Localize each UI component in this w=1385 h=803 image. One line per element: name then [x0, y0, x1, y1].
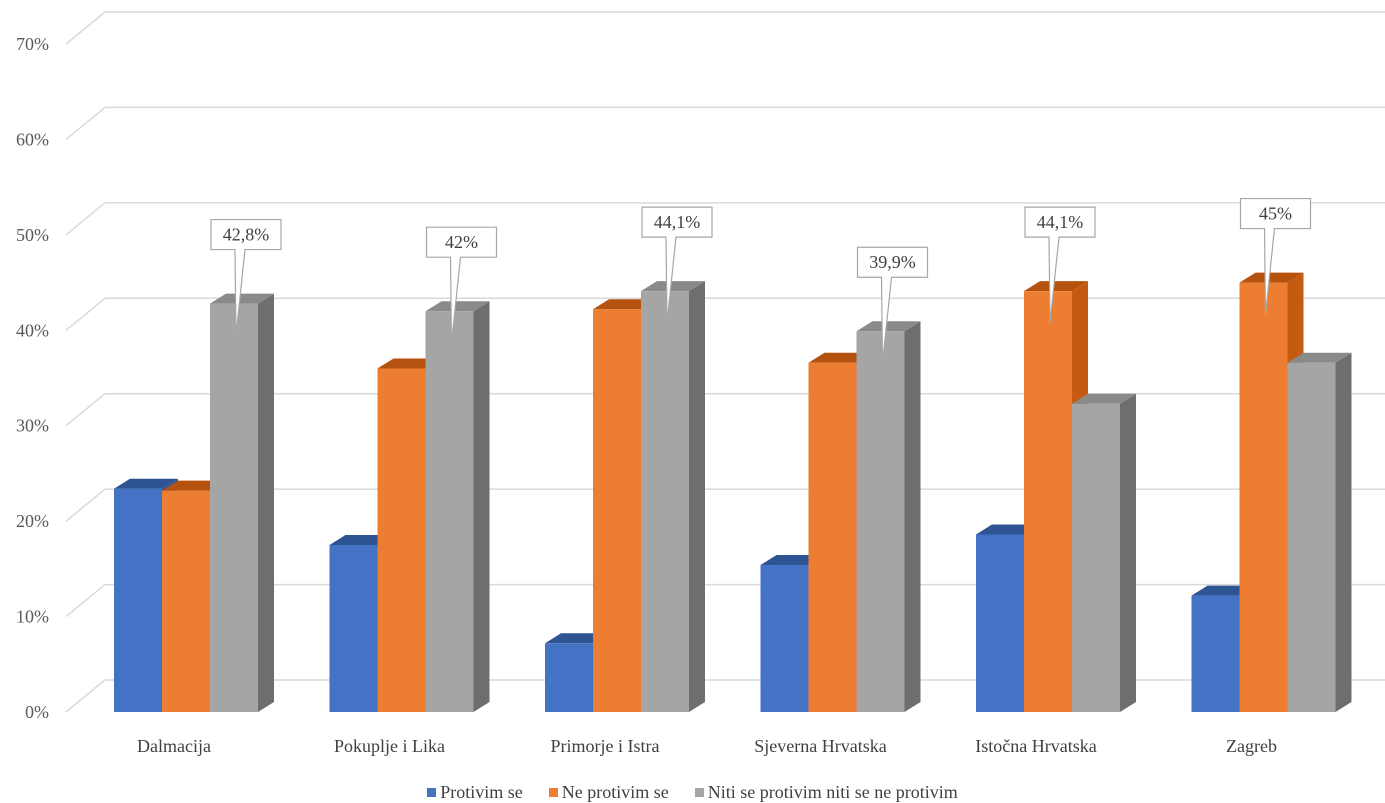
bar-front [114, 488, 162, 712]
callout-box [1239, 197, 1312, 315]
legend-swatch [427, 787, 437, 797]
data-label-callout: 39,9% [856, 246, 929, 364]
callout-box [641, 206, 713, 324]
bar-side [689, 281, 705, 712]
data-label: 42% [445, 232, 478, 252]
bar-niti [425, 301, 490, 712]
x-axis-labels: Dalmacija Pokuplje i Lika Primorje i Istra… [137, 736, 1277, 756]
bar-front [1072, 403, 1120, 712]
data-label-callouts: 42,8% 42% 44,1% 39,9% 44,1% 45% [210, 197, 1312, 364]
y-tick-label: 40% [16, 320, 49, 340]
data-label: 45% [1259, 204, 1292, 224]
legend: Protivim se Ne protivim se Niti se proti… [0, 781, 1385, 803]
x-tick-label: Zagreb [1226, 736, 1277, 756]
y-tick-label: 60% [16, 129, 49, 149]
data-label-callout: 44,1% [641, 206, 713, 324]
legend-item-protivim: Protivim se [427, 782, 523, 803]
y-tick-label: 70% [16, 34, 49, 54]
bar-niti [1072, 393, 1136, 712]
x-tick-label: Dalmacija [137, 736, 211, 756]
bar-top [1072, 393, 1136, 404]
data-label-callout: 42% [425, 226, 498, 344]
x-tick-label: Pokuplje i Lika [334, 736, 445, 756]
callout-box [210, 218, 282, 336]
x-tick-label: Istočna Hrvatska [975, 736, 1096, 756]
bar-top [641, 281, 705, 292]
bar-side [904, 321, 921, 712]
bar-niti [856, 321, 921, 712]
bar-front [1024, 291, 1072, 712]
bar-top [1239, 272, 1304, 283]
legend-item-ne-protivim: Ne protivim se [548, 781, 669, 803]
data-label: 42,8% [223, 225, 270, 245]
gridline-slant [65, 583, 106, 618]
legend-label: Protivim se [440, 781, 523, 802]
bar-front [1191, 595, 1240, 712]
gridlines [65, 11, 1385, 713]
gridline-slant [65, 488, 106, 522]
y-axis-ticks: 0% 10% 20% 30% 40% 50% 60% 70% [16, 34, 49, 722]
bars [114, 272, 1352, 712]
bar-front [425, 311, 474, 712]
data-label: 39,9% [869, 252, 916, 272]
bar-side [258, 293, 274, 712]
bar-front [377, 368, 426, 712]
bar-top [210, 293, 274, 304]
bar-front [329, 545, 378, 712]
legend-swatch [548, 787, 558, 797]
bar-front [210, 303, 258, 712]
callout-box [1024, 206, 1096, 324]
x-tick-label: Sjeverna Hrvatska [754, 736, 886, 756]
bar-top [114, 478, 178, 489]
y-tick-label: 0% [25, 702, 49, 722]
bar-top [425, 301, 490, 312]
bar-niti [1287, 352, 1352, 712]
bar-front [760, 565, 809, 712]
data-label-callout: 45% [1239, 197, 1312, 315]
y-tick-label: 20% [16, 511, 49, 531]
bar-top [856, 321, 921, 332]
bar-front [545, 643, 593, 712]
bar-front [976, 534, 1024, 712]
data-label-callout: 44,1% [1024, 206, 1096, 324]
gridline-slant [65, 297, 106, 331]
data-label: 44,1% [1037, 212, 1084, 232]
legend-label: Niti se protivim niti se ne protivim [707, 781, 958, 802]
bar-top [1287, 352, 1352, 363]
bar-front [162, 490, 210, 712]
gridline-slant [65, 106, 106, 141]
legend-swatch [694, 787, 704, 797]
bar-side [1335, 352, 1352, 712]
bar-niti [210, 293, 274, 712]
bar-side [473, 301, 490, 712]
bar-niti [641, 281, 705, 712]
y-tick-label: 10% [16, 607, 49, 627]
bar-front [641, 291, 689, 712]
y-tick-label: 50% [16, 225, 49, 245]
bar-front [856, 331, 905, 712]
bar-front [1287, 362, 1336, 712]
gridline-slant [65, 393, 106, 427]
data-label: 44,1% [654, 212, 701, 232]
gridline-slant [65, 202, 106, 236]
bar-top [1024, 281, 1088, 292]
callout-box [425, 226, 498, 344]
bar-side [1120, 393, 1136, 712]
legend-label: Ne protivim se [561, 781, 669, 802]
gridline-slant [65, 679, 106, 713]
callout-box [856, 246, 929, 364]
legend-item-niti: Niti se protivim niti se ne protivim [694, 781, 958, 803]
data-label-callout: 42,8% [210, 218, 282, 336]
x-tick-label: Primorje i Istra [551, 736, 660, 756]
gridline-slant [65, 11, 106, 45]
bar-front [593, 309, 641, 712]
bar-front [1239, 282, 1288, 712]
y-tick-label: 30% [16, 416, 49, 436]
bar-front [808, 362, 857, 712]
